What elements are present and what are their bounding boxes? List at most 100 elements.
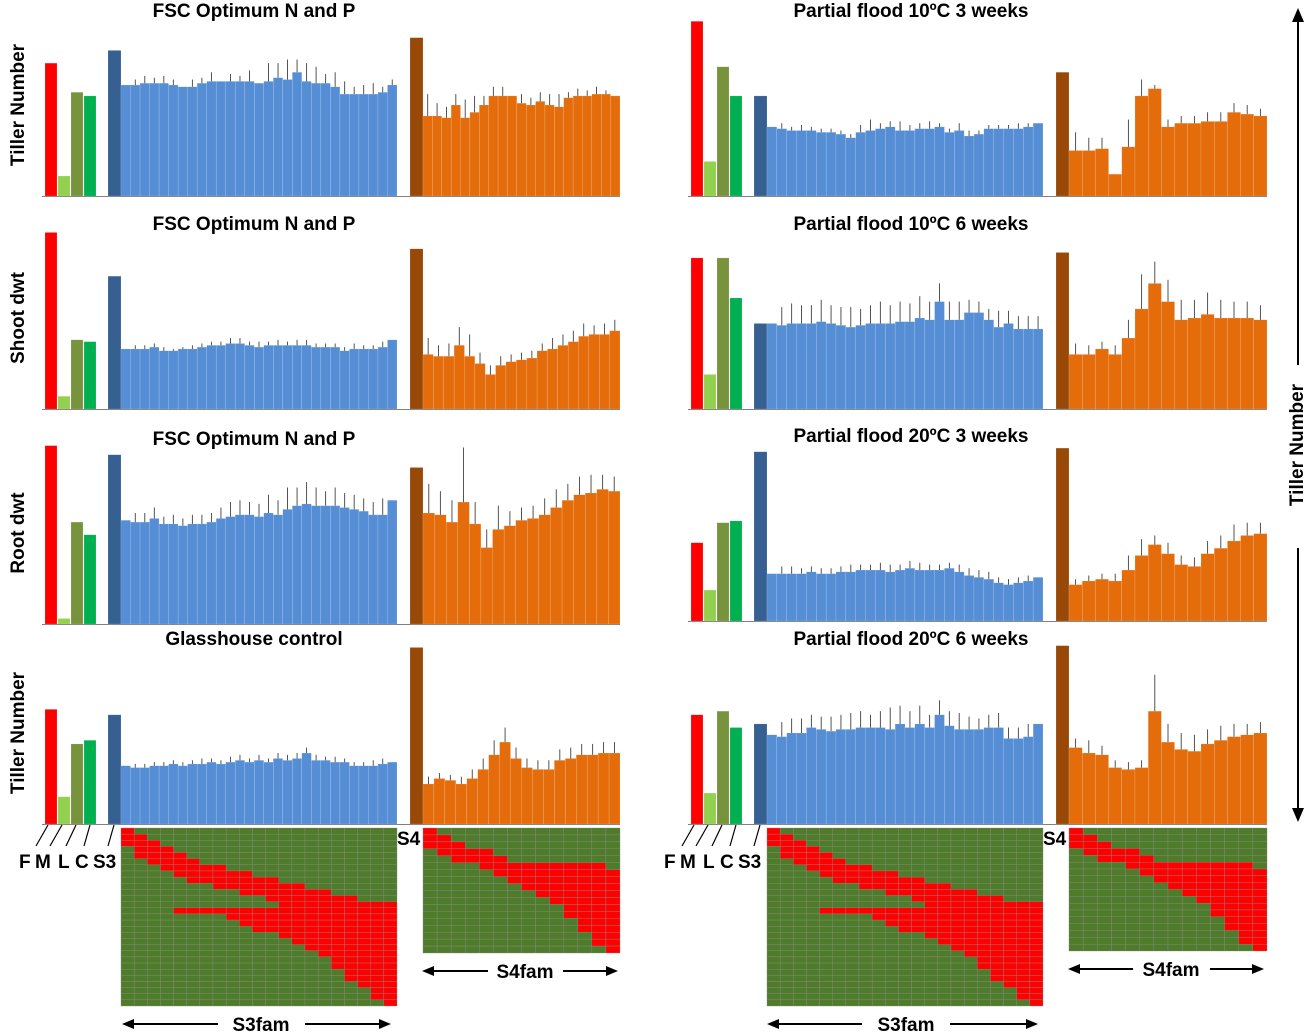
genotype-cell-red [845, 864, 860, 872]
genotype-cell-green [858, 926, 873, 933]
genotype-cell-green [898, 938, 912, 945]
bar-panel-5: Partial flood 10ºC 3 weeks [688, 1, 1268, 197]
genotype-cell-green [331, 889, 345, 896]
genotype-cell-green [1153, 848, 1169, 856]
genotype-cell-green [133, 858, 148, 866]
s3fam-bar [320, 760, 331, 825]
genotype-cell-green [806, 870, 820, 878]
genotype-cell-green [591, 827, 607, 836]
genotype-cell-green [1029, 846, 1044, 853]
genotype-cell-green [793, 876, 807, 884]
genotype-cell-green [239, 975, 253, 982]
genotype-cell-red [871, 876, 886, 884]
genotype-cell-red [160, 864, 174, 872]
s3fam-bar [963, 729, 975, 825]
s3fam-bar [776, 573, 787, 622]
genotype-cell-green [173, 993, 187, 1001]
s3fam-bar [875, 323, 886, 410]
genotype-cell-green [521, 931, 536, 940]
genotype-cell-red [147, 840, 161, 847]
genotype-cell-green [1003, 999, 1017, 1007]
genotype-cell-green [793, 883, 807, 890]
genotype-cell-red [898, 907, 912, 915]
s4fam-bar [1134, 555, 1149, 622]
genotype-cell-red [1224, 882, 1239, 890]
genotype-cell-green [344, 827, 358, 835]
genotype-cell-red [577, 904, 593, 912]
parent-bar-m [703, 792, 717, 825]
genotype-cell-red [370, 919, 385, 927]
s3fam-bar [263, 81, 274, 197]
genotype-cell-red [1238, 861, 1254, 870]
s3fam-bar [196, 763, 207, 825]
genotype-cell-green [937, 833, 952, 841]
s3fam-bar [934, 714, 945, 825]
genotype-cell-green [535, 897, 550, 905]
genotype-cell-green [1082, 827, 1098, 836]
genotype-cell-green [793, 913, 807, 921]
genotype-cell-red [1238, 902, 1254, 911]
genotype-cell-green [605, 855, 621, 863]
parent-label-leader-s3 [107, 824, 115, 847]
genotype-cell-red [806, 864, 820, 872]
s3fam-bar [963, 575, 975, 622]
parent-bar-m [703, 374, 717, 410]
genotype-cell-red [291, 895, 306, 902]
parent-label-leader-m [49, 824, 63, 847]
genotype-cell-red [977, 956, 991, 964]
genotype-cell-green [1097, 827, 1112, 836]
genotype-cell-red [1003, 938, 1017, 945]
s4fam-bar [608, 752, 621, 825]
genotype-cell-green [278, 993, 293, 1001]
genotype-cell-red [450, 841, 466, 850]
genotype-cell-green [436, 827, 452, 836]
s3fam-bar [865, 569, 876, 622]
s4fam-arrow-left: S4fam [422, 962, 618, 983]
genotype-cell-green [291, 870, 306, 878]
genotype-cell-green [147, 981, 161, 988]
genotype-cell-green [766, 858, 781, 866]
genotype-cell-green [871, 827, 886, 835]
genotype-cell-green [465, 911, 480, 919]
genotype-cell-green [160, 901, 174, 908]
s4fam-bar [515, 520, 528, 625]
genotype-cell-green [1139, 909, 1155, 918]
genotype-cell-red [898, 876, 912, 884]
s4fam-bar [567, 341, 579, 410]
genotype-cell-red [1029, 975, 1044, 982]
genotype-cell-green [1153, 896, 1169, 904]
genotype-cell-green [845, 968, 860, 976]
s4fam-bar [516, 359, 527, 410]
genotype-cell-green [493, 931, 508, 940]
genotype-cell-red [383, 944, 398, 951]
genotype-cell-red [252, 913, 266, 921]
genotype-cell-green [1111, 909, 1126, 918]
genotype-cell-green [465, 827, 480, 836]
genotype-cell-green [1003, 827, 1017, 835]
genotype-cell-green [1238, 827, 1254, 836]
genotype-cell-green [1139, 841, 1155, 849]
genotype-cell-green [793, 926, 807, 933]
genotype-cell-green [549, 925, 564, 933]
genotype-cell-green [1210, 916, 1225, 924]
s3fam-bar [254, 82, 264, 197]
s3fam-bar [786, 732, 797, 825]
genotype-cell-green [924, 852, 939, 859]
s3fam-bar [330, 86, 341, 197]
genotype-cell-red [383, 975, 398, 982]
genotype-cell-green [535, 938, 550, 947]
genotype-cell-green [450, 827, 466, 836]
genotype-cell-green [871, 833, 886, 841]
genotype-cell-green [845, 901, 860, 908]
genotype-cell-red [1029, 919, 1044, 927]
s3fam-bar [187, 763, 198, 825]
genotype-cell-red [291, 926, 306, 933]
genotype-cell-green [911, 950, 925, 958]
genotype-cell-green [898, 901, 912, 908]
genotype-cell-green [898, 968, 912, 976]
genotype-cell-green [924, 999, 939, 1007]
genotype-cell-green [563, 938, 578, 947]
s3fam-bar [282, 760, 293, 825]
genotype-cell-red [990, 895, 1004, 902]
genotype-cell-red [858, 870, 873, 878]
